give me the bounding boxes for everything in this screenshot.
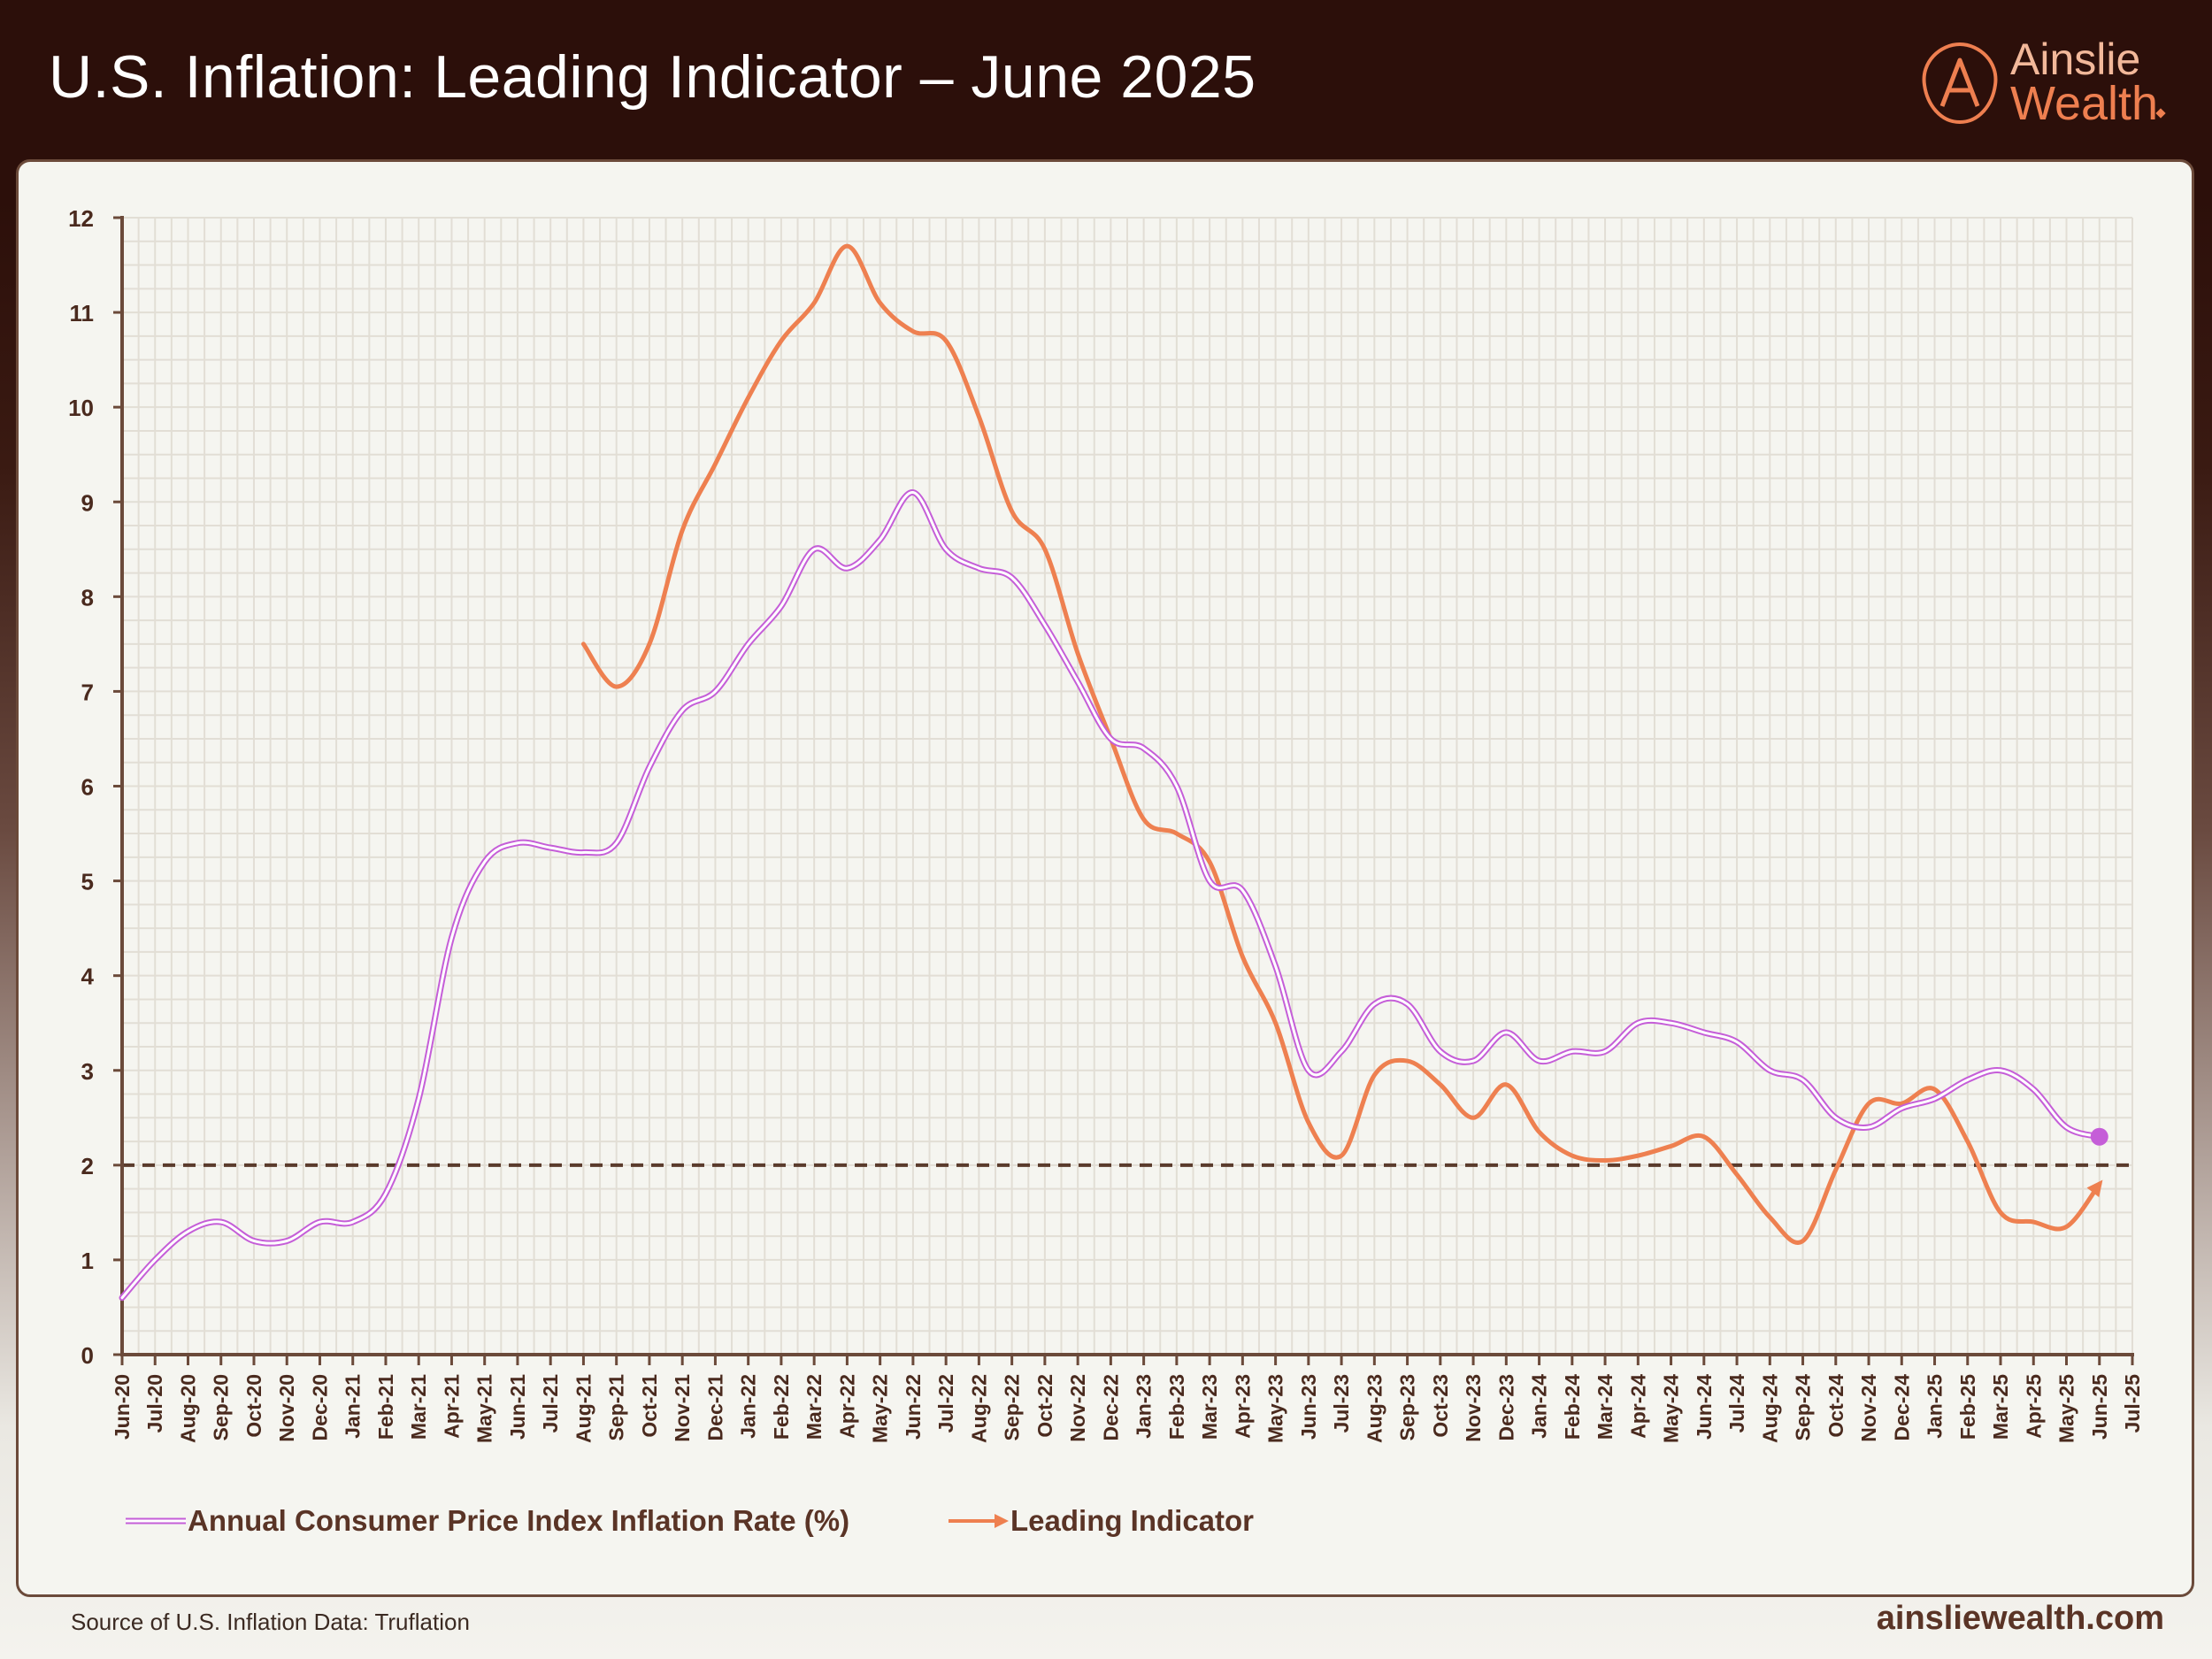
series-end-dot-cpi [2090, 1127, 2108, 1146]
x-tick-label: Oct-23 [1429, 1374, 1452, 1438]
x-tick-label: Jul-22 [934, 1374, 957, 1432]
x-tick-label: Aug-21 [572, 1374, 595, 1443]
x-tick-label: Feb-23 [1165, 1374, 1188, 1440]
x-tick-label: Jul-23 [1330, 1374, 1353, 1432]
page-title: U.S. Inflation: Leading Indicator – June… [49, 43, 1256, 111]
x-tick-label: Jan-22 [737, 1374, 760, 1439]
x-tick-label: Jun-24 [1693, 1374, 1716, 1440]
x-tick-label: Aug-24 [1758, 1374, 1781, 1443]
y-tick-label: 9 [81, 489, 94, 516]
source-note: Source of U.S. Inflation Data: Truflatio… [71, 1609, 470, 1635]
series-end-arrow-leading [2086, 1179, 2103, 1198]
x-tick-label: Oct-24 [1824, 1374, 1847, 1438]
legend-item-leading: Leading Indicator [947, 1504, 1254, 1538]
legend-item-cpi: Annual Consumer Price Index Inflation Ra… [124, 1504, 849, 1538]
y-tick-label: 2 [81, 1153, 94, 1179]
x-tick-label: Jan-21 [342, 1374, 365, 1439]
y-tick-label: 0 [81, 1342, 94, 1369]
x-tick-label: May-25 [2055, 1374, 2078, 1443]
x-tick-label: Jul-21 [539, 1374, 562, 1433]
y-tick-label: 11 [70, 300, 95, 326]
x-tick-label: Nov-22 [1066, 1374, 1089, 1442]
x-tick-label: Jun-21 [506, 1374, 529, 1440]
series-layer [119, 243, 2108, 1302]
x-tick-label: Jul-20 [143, 1374, 166, 1432]
x-tick-label: Dec-21 [703, 1374, 726, 1441]
x-tick-label: Aug-20 [176, 1374, 199, 1443]
x-tick-label: Nov-23 [1462, 1374, 1485, 1442]
x-tick-label: Jan-23 [1133, 1374, 1156, 1439]
x-tick-label: Sep-24 [1792, 1374, 1815, 1441]
x-tick-label: Mar-24 [1594, 1374, 1617, 1440]
x-tick-label: Aug-22 [967, 1374, 990, 1443]
x-tick-label: Feb-21 [374, 1374, 397, 1440]
legend-swatch-leading [949, 1514, 1009, 1528]
x-tick-label: Mar-22 [803, 1374, 826, 1440]
website-link[interactable]: ainsliewealth.com [1876, 1600, 2164, 1637]
y-tick-label: 5 [81, 869, 94, 895]
x-tick-label: Oct-22 [1033, 1374, 1056, 1438]
x-tick-label: Apr-24 [1626, 1374, 1649, 1439]
x-tick-label: Oct-20 [242, 1374, 265, 1438]
x-tick-label: Apr-22 [835, 1374, 858, 1439]
x-tick-label: Jun-22 [902, 1374, 925, 1440]
x-tick-label: Mar-23 [1198, 1374, 1221, 1440]
chart-panel [16, 159, 2194, 1597]
logo-text-ainslie: Ainslie [2010, 35, 2141, 84]
y-tick-label: 10 [68, 395, 94, 421]
x-tick-label: Jul-24 [1725, 1374, 1748, 1433]
x-tick-label: Sep-22 [1001, 1374, 1024, 1440]
y-tick-label: 3 [81, 1058, 94, 1085]
x-tick-label: Nov-20 [275, 1374, 298, 1442]
x-tick-label: May-21 [473, 1374, 496, 1443]
x-tick-label: Apr-23 [1231, 1374, 1254, 1439]
x-tick-label: Jul-25 [2121, 1374, 2144, 1433]
x-tick-label: Dec-24 [1890, 1374, 1913, 1441]
chart-axes [113, 216, 2134, 1365]
legend-label-cpi: Annual Consumer Price Index Inflation Ra… [188, 1504, 850, 1537]
x-tick-label: Aug-23 [1363, 1374, 1386, 1443]
x-tick-label: Mar-21 [407, 1374, 430, 1440]
header-bar: U.S. Inflation: Leading Indicator – June… [0, 0, 2212, 159]
x-tick-label: Jun-25 [2088, 1374, 2111, 1440]
x-tick-label: Mar-25 [1989, 1374, 2012, 1440]
y-tick-label: 6 [81, 774, 94, 801]
series-line-cpi-inner [120, 491, 2101, 1300]
x-tick-label: Jun-23 [1297, 1374, 1320, 1440]
x-tick-label: Apr-21 [440, 1374, 463, 1439]
ainslie-logo-icon [1922, 42, 1998, 125]
x-tick-label: Jan-24 [1528, 1374, 1551, 1439]
x-tick-label: May-23 [1264, 1374, 1287, 1443]
y-tick-label: 12 [68, 205, 94, 232]
y-tick-label: 1 [81, 1248, 94, 1274]
x-tick-label: Feb-25 [1956, 1374, 1979, 1440]
x-tick-label: Dec-20 [308, 1374, 331, 1440]
x-tick-label: May-22 [869, 1374, 892, 1443]
x-tick-label: Sep-21 [605, 1374, 628, 1441]
y-tick-label: 7 [81, 679, 94, 705]
x-tick-label: Apr-25 [2022, 1374, 2045, 1439]
y-tick-label: 4 [81, 964, 95, 990]
x-tick-label: Oct-21 [638, 1374, 661, 1438]
x-tick-label: Sep-23 [1396, 1374, 1419, 1440]
x-tick-label: Dec-22 [1099, 1374, 1122, 1440]
x-tick-label: Nov-21 [671, 1374, 694, 1442]
x-tick-label: Jun-20 [111, 1374, 134, 1440]
legend-label-leading: Leading Indicator [1010, 1504, 1255, 1537]
x-tick-label: Jan-25 [1924, 1374, 1947, 1439]
x-tick-label: Nov-24 [1857, 1374, 1880, 1442]
x-tick-label: Feb-24 [1561, 1374, 1584, 1440]
x-tick-label: Dec-23 [1494, 1374, 1517, 1440]
x-tick-label: Sep-20 [210, 1374, 233, 1440]
legend-swatch-cpi [126, 1517, 186, 1525]
x-tick-label: May-24 [1660, 1374, 1683, 1443]
x-tick-label: Feb-22 [770, 1374, 793, 1440]
y-tick-label: 8 [81, 584, 94, 611]
logo-text-wealth: Wealth [2010, 77, 2159, 130]
